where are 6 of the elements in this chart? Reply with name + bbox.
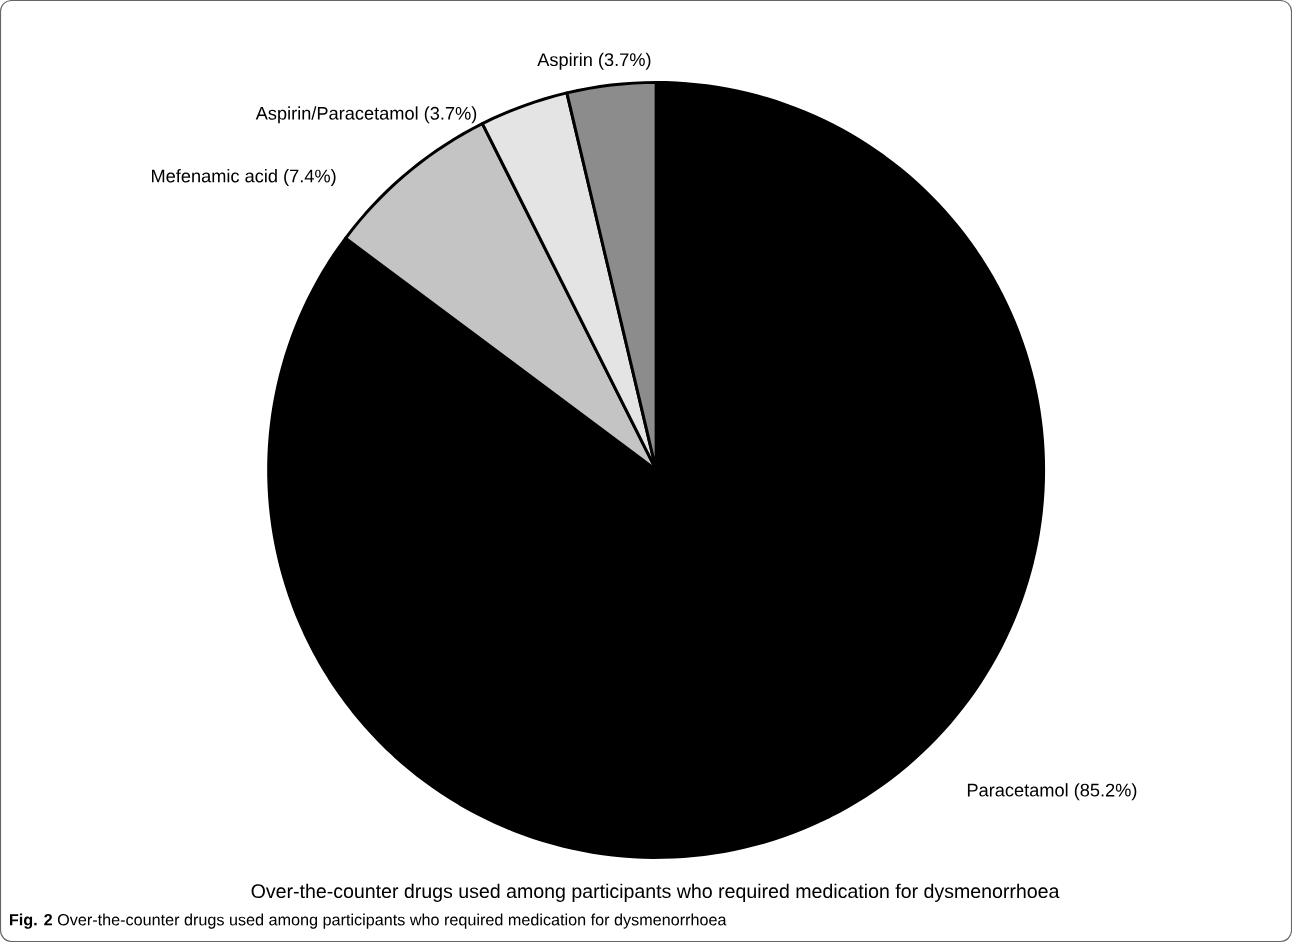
text: Fig. 2 Over-the-counter drugs used among participants who required medication for dysmenorrhoea: [9, 913, 727, 929]
slice-label: Aspirin/Paracetamol (3.7%): [255, 106, 477, 124]
slice-label: Aspirin (3.7%): [537, 52, 651, 70]
slice-label: Mefenamic acid (7.4%): [152, 169, 336, 187]
slice-label: Paracetamol (85.2%): [967, 783, 1137, 801]
text: Over-the-counter drugs used among participants who required medication for dysmenorrhoea: [251, 883, 1060, 902]
